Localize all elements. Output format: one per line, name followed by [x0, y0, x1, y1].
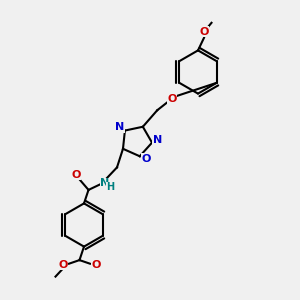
- Text: H: H: [106, 182, 114, 193]
- Text: O: O: [168, 94, 177, 104]
- Text: O: O: [91, 260, 101, 270]
- Text: O: O: [199, 27, 209, 37]
- Text: O: O: [71, 170, 81, 180]
- Text: N: N: [115, 122, 124, 132]
- Text: N: N: [153, 135, 162, 145]
- Text: N: N: [100, 178, 109, 188]
- Text: O: O: [58, 260, 68, 270]
- Text: O: O: [142, 154, 151, 164]
